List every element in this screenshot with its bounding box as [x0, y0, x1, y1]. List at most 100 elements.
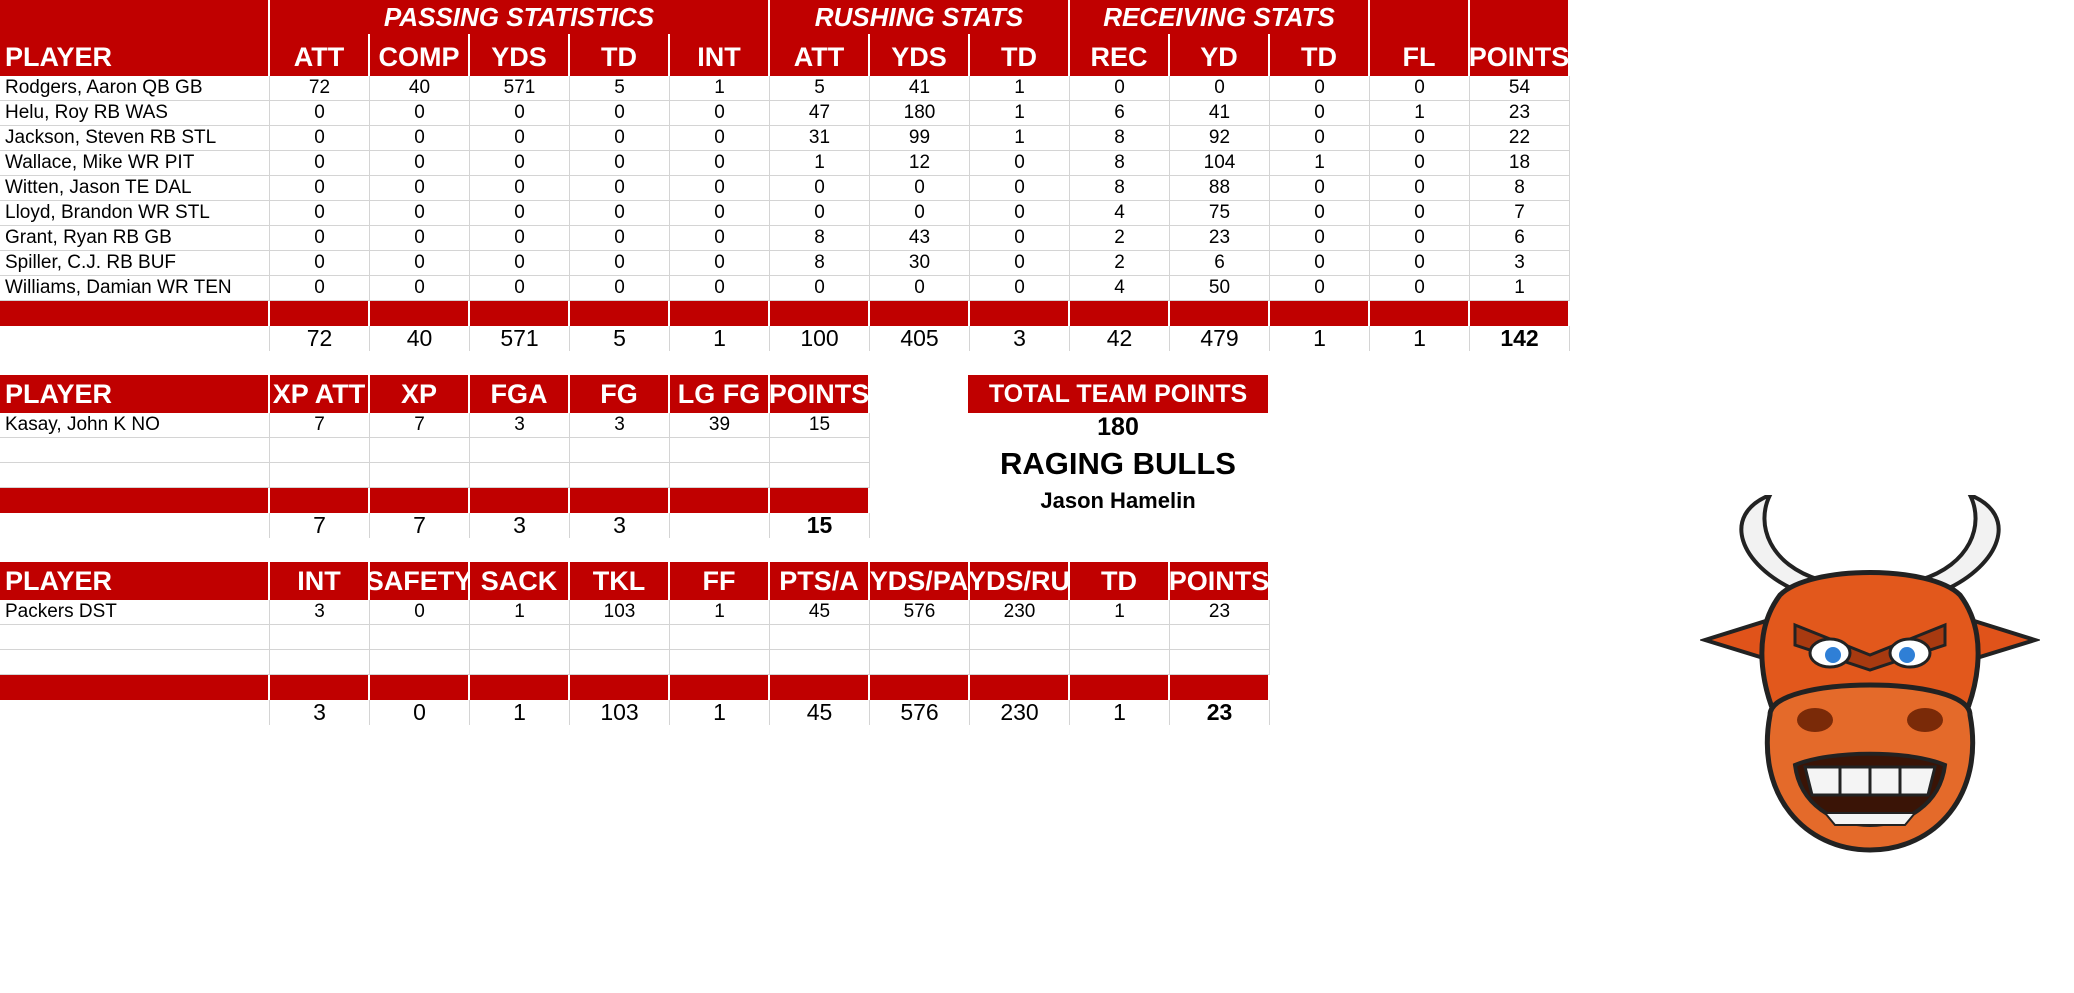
defense-stat-cell	[770, 650, 870, 675]
offense-stat-cell: 0	[270, 176, 370, 201]
kicker-player-name: Kasay, John K NO	[0, 413, 270, 438]
kicker-total-cell	[0, 513, 270, 538]
defense-column-header: FF	[670, 562, 770, 600]
defense-total-cell	[0, 700, 270, 725]
offense-player-name: Williams, Damian WR TEN	[0, 276, 270, 301]
offense-stat-cell: 0	[1270, 201, 1370, 226]
defense-spacer-band	[870, 675, 970, 700]
defense-stat-cell	[670, 650, 770, 675]
offense-stat-cell: 0	[370, 151, 470, 176]
offense-total-cell: 1	[1370, 326, 1470, 351]
offense-column-header: TD	[570, 38, 670, 76]
offense-stat-cell: 41	[1170, 101, 1270, 126]
kicker-total-cell: 3	[570, 513, 670, 538]
defense-stat-cell: 0	[370, 600, 470, 625]
offense-stat-cell: 8	[1070, 151, 1170, 176]
offense-stat-cell: 0	[970, 276, 1070, 301]
offense-stat-cell: 0	[970, 251, 1070, 276]
offense-stat-cell: 0	[1370, 176, 1470, 201]
offense-group-header: RUSHING STATS	[770, 0, 1070, 34]
offense-stat-cell: 571	[470, 76, 570, 101]
kicker-stat-cell	[570, 438, 670, 463]
offense-stat-cell: 4	[1070, 201, 1170, 226]
kicker-spacer-band	[370, 488, 470, 513]
defense-spacer-band	[1170, 675, 1270, 700]
offense-stat-cell: 75	[1170, 201, 1270, 226]
defense-stat-cell	[870, 650, 970, 675]
offense-player-name: Lloyd, Brandon WR STL	[0, 201, 270, 226]
defense-column-header: TKL	[570, 562, 670, 600]
kicker-player-name	[0, 463, 270, 488]
kicker-column-header: PLAYER	[0, 375, 270, 413]
offense-column-header: YD	[1170, 38, 1270, 76]
offense-player-name: Witten, Jason TE DAL	[0, 176, 270, 201]
offense-stat-cell: 41	[870, 76, 970, 101]
offense-stat-cell: 0	[1270, 226, 1370, 251]
kicker-stat-cell	[270, 438, 370, 463]
total-team-points-value: 180	[1097, 414, 1139, 440]
total-team-points-label: TOTAL TEAM POINTS	[968, 375, 1268, 413]
defense-total-cell: 3	[270, 700, 370, 725]
offense-total-points: 142	[1470, 326, 1570, 351]
defense-total-cell: 230	[970, 700, 1070, 725]
defense-stat-cell	[1070, 650, 1170, 675]
kicker-stat-cell: 7	[370, 413, 470, 438]
offense-total-cell: 40	[370, 326, 470, 351]
kicker-total-cell: 7	[370, 513, 470, 538]
offense-stat-cell: 0	[670, 276, 770, 301]
kicker-stat-cell: 3	[570, 413, 670, 438]
offense-stat-cell: 0	[1370, 76, 1470, 101]
offense-stat-cell: 7	[1470, 201, 1570, 226]
offense-stat-cell: 2	[1070, 226, 1170, 251]
offense-stat-cell: 30	[870, 251, 970, 276]
kicker-stat-cell	[370, 438, 470, 463]
offense-stat-cell: 0	[370, 126, 470, 151]
defense-stat-cell	[970, 625, 1070, 650]
offense-spacer-band	[870, 301, 970, 326]
kicker-stat-cell	[270, 463, 370, 488]
offense-stat-cell: 0	[870, 176, 970, 201]
offense-player-name: Grant, Ryan RB GB	[0, 226, 270, 251]
offense-stat-cell: 0	[370, 176, 470, 201]
offense-spacer-band	[1070, 301, 1170, 326]
offense-stat-cell: 18	[1470, 151, 1570, 176]
defense-stat-cell: 1	[670, 600, 770, 625]
offense-stat-cell: 0	[270, 251, 370, 276]
offense-column-header: POINTS	[1470, 38, 1570, 76]
defense-stat-cell	[270, 625, 370, 650]
kicker-column-header: XP	[370, 375, 470, 413]
offense-stat-cell: 1	[970, 126, 1070, 151]
defense-stat-cell: 1	[470, 600, 570, 625]
kicker-stat-cell: 3	[470, 413, 570, 438]
defense-stat-cell	[470, 625, 570, 650]
offense-stat-cell: 5	[570, 76, 670, 101]
kicker-spacer-band	[770, 488, 870, 513]
offense-stat-cell: 0	[1270, 176, 1370, 201]
offense-total-cell: 479	[1170, 326, 1270, 351]
kicker-spacer-band	[670, 488, 770, 513]
offense-stat-cell: 0	[570, 226, 670, 251]
defense-player-name	[0, 625, 270, 650]
offense-stat-cell: 0	[1270, 251, 1370, 276]
defense-stat-cell	[370, 625, 470, 650]
offense-spacer-band	[470, 301, 570, 326]
defense-total-cell: 0	[370, 700, 470, 725]
kicker-spacer-band	[270, 488, 370, 513]
kicker-stat-cell: 15	[770, 413, 870, 438]
defense-spacer-band	[370, 675, 470, 700]
offense-total-cell	[0, 326, 270, 351]
offense-stat-cell: 180	[870, 101, 970, 126]
offense-stat-cell: 23	[1470, 101, 1570, 126]
defense-column-header: SACK	[470, 562, 570, 600]
defense-spacer-band	[570, 675, 670, 700]
kicker-column-header: XP ATT	[270, 375, 370, 413]
defense-stat-cell: 103	[570, 600, 670, 625]
kicker-column-header: POINTS	[770, 375, 870, 413]
offense-column-header: ATT	[770, 38, 870, 76]
offense-stat-cell: 0	[270, 276, 370, 301]
defense-total-cell: 1	[470, 700, 570, 725]
offense-stat-cell: 0	[670, 151, 770, 176]
defense-spacer-band	[770, 675, 870, 700]
defense-stat-cell	[970, 650, 1070, 675]
offense-stat-cell: 0	[270, 101, 370, 126]
